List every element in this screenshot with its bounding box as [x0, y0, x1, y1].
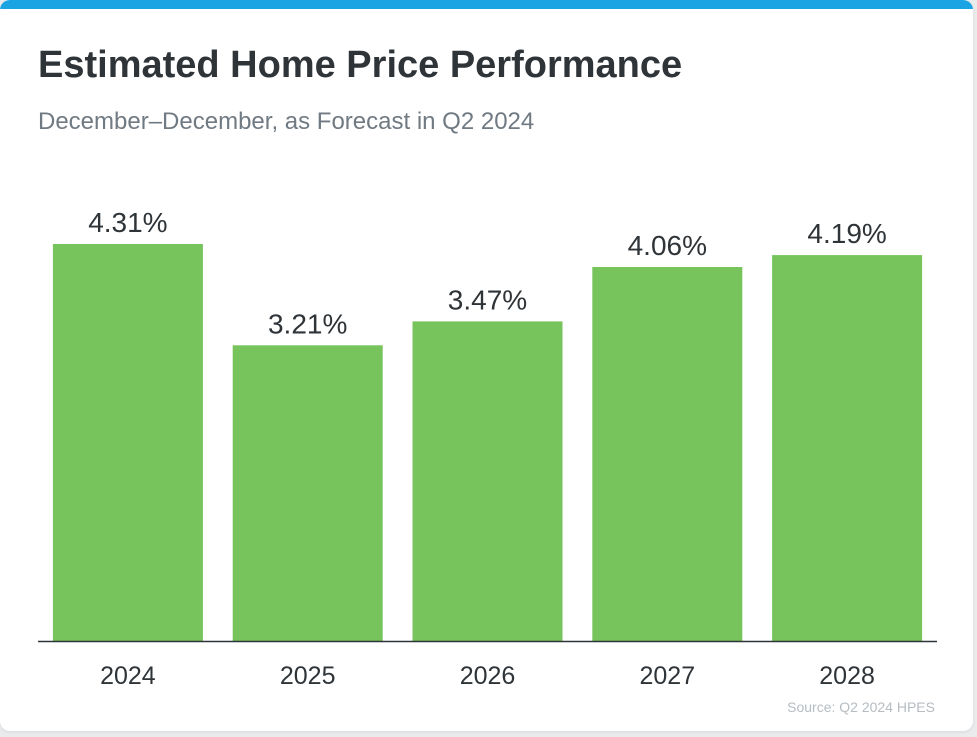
x-tick-label-2028: 2028	[819, 662, 875, 690]
bar-value-label-2025: 3.21%	[268, 308, 347, 339]
bar-2024	[52, 244, 203, 641]
x-tick-label-2025: 2025	[280, 662, 336, 690]
accent-bar	[0, 0, 973, 9]
bar-value-label-2024: 4.31%	[88, 207, 167, 238]
bar-2025	[232, 345, 383, 641]
x-tick-label-2026: 2026	[460, 662, 516, 690]
bar-value-label-2028: 4.19%	[807, 218, 886, 249]
x-tick-label-2024: 2024	[100, 662, 156, 690]
bar-2026	[412, 321, 563, 641]
bar-2027	[592, 267, 743, 641]
bar-value-label-2027: 4.06%	[628, 230, 707, 261]
bar-value-label-2026: 3.47%	[448, 284, 527, 315]
chart-subtitle: December–December, as Forecast in Q2 202…	[38, 108, 535, 135]
chart-title: Estimated Home Price Performance	[38, 44, 683, 86]
x-tick-label-2027: 2027	[639, 662, 695, 690]
bar-2028	[772, 255, 923, 641]
source-note: Source: Q2 2024 HPES	[787, 699, 935, 715]
